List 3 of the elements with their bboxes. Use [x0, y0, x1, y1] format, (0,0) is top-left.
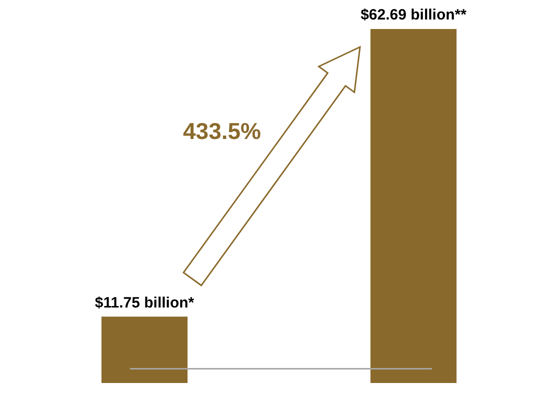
data-label: $11.75 billion*: [94, 294, 194, 312]
annotation: 433.5%: [183, 118, 262, 145]
data-label: $62.69 billion**: [360, 6, 467, 24]
